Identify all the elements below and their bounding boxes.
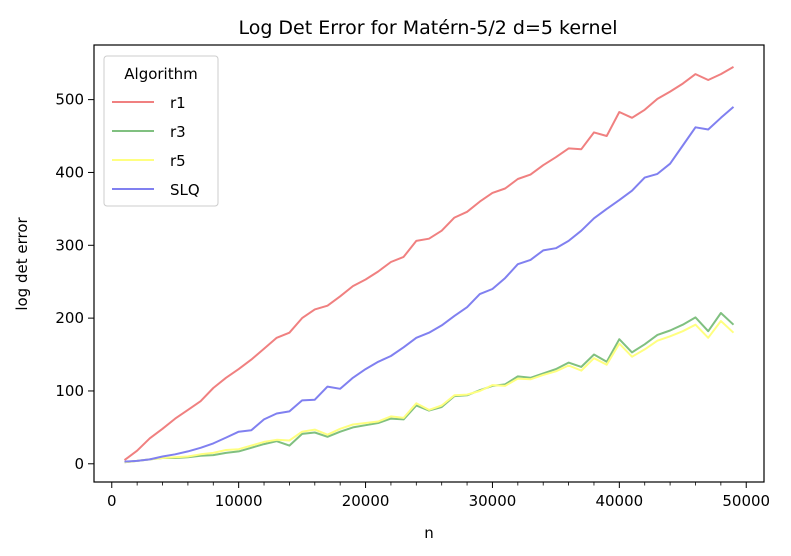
series-line-r5 bbox=[124, 320, 735, 464]
series-line-slq bbox=[124, 106, 735, 463]
y-tick-label: 200 bbox=[55, 309, 84, 327]
legend-label-r3: r3 bbox=[170, 123, 186, 141]
legend-label-r1: r1 bbox=[170, 94, 186, 112]
legend-label-slq: SLQ bbox=[170, 181, 200, 199]
y-tick-label: 400 bbox=[55, 163, 84, 181]
chart-title: Log Det Error for Matérn-5/2 d=5 kernel bbox=[238, 17, 617, 39]
y-tick-label: 100 bbox=[55, 382, 84, 400]
x-tick-label: 0 bbox=[107, 492, 117, 510]
x-axis: 0 10000 20000 30000 40000 50000 bbox=[107, 482, 770, 510]
legend: Algorithm r1 r3 r5 SLQ bbox=[103, 55, 219, 207]
series-line-r1 bbox=[123, 66, 734, 461]
x-tick-label: 40000 bbox=[595, 492, 643, 510]
series-layer bbox=[123, 66, 735, 464]
legend-title: Algorithm bbox=[124, 65, 197, 83]
legend-box bbox=[103, 55, 219, 207]
y-axis-label: log det error bbox=[13, 216, 31, 310]
x-tick-label: 50000 bbox=[722, 492, 770, 510]
plot-frame bbox=[93, 44, 765, 483]
x-tick-label: 10000 bbox=[215, 492, 263, 510]
y-tick-label: 300 bbox=[55, 236, 84, 254]
x-tick-label: 30000 bbox=[469, 492, 517, 510]
x-tick-label: 20000 bbox=[342, 492, 390, 510]
x-axis-label: n bbox=[424, 524, 434, 542]
y-tick-label: 0 bbox=[74, 455, 84, 473]
y-axis: 0 100 200 300 400 500 bbox=[55, 91, 94, 473]
legend-label-r5: r5 bbox=[170, 152, 186, 170]
legend-items: r1 r3 r5 SLQ bbox=[112, 94, 200, 199]
y-tick-label: 500 bbox=[55, 91, 84, 109]
